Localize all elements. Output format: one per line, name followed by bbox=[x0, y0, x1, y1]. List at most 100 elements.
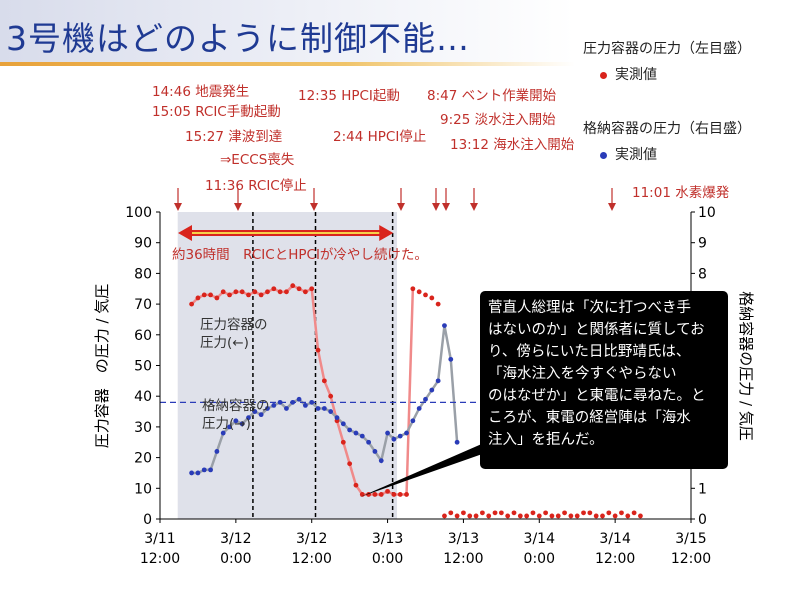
rpv-data-point bbox=[517, 513, 523, 519]
rpv-data-point bbox=[498, 510, 504, 516]
x-tick-time: 12:00 bbox=[671, 551, 711, 567]
annotation-hydrogen-explosion: 11:01 水素爆発 bbox=[632, 185, 730, 201]
pcv-inline-label: 格納容器の圧力(→) bbox=[202, 397, 270, 432]
y-axis-label: 圧力容器 の圧力 / 気圧 bbox=[93, 284, 111, 449]
event-arrow-head bbox=[310, 203, 318, 211]
rpv-data-point bbox=[524, 513, 530, 519]
pcv-data-point bbox=[340, 421, 346, 427]
annotation-freshwater: 9:25 淡水注入開始 bbox=[440, 112, 556, 128]
pcv-data-point bbox=[208, 467, 213, 473]
pcv-data-point bbox=[252, 409, 258, 414]
rpv-data-point bbox=[290, 283, 296, 289]
y2-tick-label: 0 bbox=[698, 512, 707, 528]
y-tick-label: 90 bbox=[134, 236, 152, 252]
y-tick-label: 50 bbox=[134, 359, 152, 375]
callout-box: 菅直人総理は「次に打つべき手 はないのか」と関係者に質しており、傍らにいた日比野… bbox=[480, 291, 728, 469]
x-tick-date: 3/14 bbox=[524, 531, 556, 547]
rpv-data-point bbox=[435, 301, 441, 307]
rpv-data-point bbox=[461, 510, 466, 516]
pcv-data-point bbox=[454, 439, 460, 445]
annotation-rcic-stop: 11:36 RCIC停止 bbox=[205, 178, 307, 194]
event-arrow-head bbox=[397, 203, 405, 211]
pcv-data-point bbox=[258, 412, 264, 418]
rpv-data-point bbox=[233, 289, 239, 295]
x-tick-time: 0:00 bbox=[524, 551, 555, 567]
rpv-data-point bbox=[619, 510, 624, 516]
rpv-data-point bbox=[309, 286, 315, 292]
rpv-data-point bbox=[271, 286, 277, 292]
annotation-eccs-loss: ⇒ECCS喪失 bbox=[220, 152, 295, 168]
page-title: 3号機はどのように制御不能… bbox=[6, 19, 470, 58]
pcv-data-point bbox=[359, 433, 365, 439]
x-tick-time: 12:00 bbox=[140, 551, 180, 567]
rpv-data-point bbox=[385, 488, 390, 494]
legend-right-item: 実測値 bbox=[600, 144, 657, 164]
pcv-data-point bbox=[246, 415, 251, 421]
rpv-data-point bbox=[479, 510, 485, 516]
rpv-data-point bbox=[410, 286, 416, 292]
shaded-period bbox=[177, 212, 398, 519]
pcv-data-point bbox=[315, 406, 321, 411]
annotation-rcic-start: 15:05 RCIC手動起動 bbox=[152, 104, 281, 120]
event-arrow-head bbox=[234, 203, 242, 211]
pcv-data-point bbox=[239, 421, 245, 427]
rpv-data-point bbox=[448, 510, 454, 516]
pcv-data-point bbox=[347, 427, 353, 433]
x-tick-time: 0:00 bbox=[372, 551, 403, 567]
annotation-hpci-start: 12:35 HPCI起動 bbox=[298, 88, 400, 104]
event-arrow-head bbox=[432, 203, 440, 211]
pcv-data-point bbox=[189, 470, 195, 476]
x-tick-time: 12:00 bbox=[595, 551, 635, 567]
legend-right-label: 実測値 bbox=[615, 147, 657, 163]
pcv-data-point bbox=[416, 406, 422, 411]
rpv-data-point bbox=[227, 292, 232, 298]
pcv-data-point bbox=[378, 458, 384, 464]
rpv-data-point bbox=[486, 513, 492, 519]
title-underline bbox=[0, 62, 575, 66]
callout-text: 菅直人総理は「次に打つべき手 はないのか」と関係者に質しており、傍らにいた日比野… bbox=[488, 300, 706, 448]
y-tick-label: 10 bbox=[134, 481, 152, 497]
pcv-data-point bbox=[265, 406, 270, 411]
rpv-data-point bbox=[612, 513, 618, 519]
rpv-data-point bbox=[195, 295, 201, 301]
pcv-data-point bbox=[271, 403, 277, 408]
pcv-data-point bbox=[391, 436, 397, 442]
rpv-data-point bbox=[492, 510, 498, 516]
rpv-data-point bbox=[328, 393, 334, 399]
y-tick-label: 60 bbox=[134, 328, 152, 344]
rpv-data-point bbox=[505, 513, 511, 519]
pcv-data-point bbox=[321, 406, 327, 411]
rpv-data-point bbox=[549, 513, 555, 519]
rpv-data-point bbox=[252, 289, 258, 295]
rpv-data-point bbox=[315, 347, 321, 353]
pcv-data-point bbox=[334, 415, 340, 421]
event-arrow-head bbox=[608, 203, 616, 211]
rpv-data-point bbox=[214, 295, 220, 301]
rpv-data-point bbox=[321, 378, 327, 384]
y2-tick-label: 1 bbox=[698, 481, 707, 497]
rpv-data-point bbox=[189, 301, 195, 307]
pcv-data-point bbox=[410, 418, 416, 424]
pcv-data-point bbox=[233, 418, 239, 424]
y-tick-label: 40 bbox=[134, 389, 152, 405]
rpv-data-point bbox=[201, 292, 207, 298]
y-tick-label: 70 bbox=[134, 297, 152, 313]
pcv-data-point bbox=[309, 399, 315, 405]
rpv-data-point bbox=[562, 510, 567, 516]
rpv-data-point bbox=[302, 289, 308, 295]
rpv-data-point bbox=[442, 513, 447, 519]
pcv-data-point bbox=[290, 399, 296, 405]
y2-axis-label: 格納容器の圧力 / 気圧 bbox=[737, 291, 755, 441]
rpv-data-point bbox=[574, 513, 580, 519]
rpv-data-point bbox=[555, 513, 561, 519]
legend-left-label: 実測値 bbox=[615, 67, 657, 83]
rpv-data-point bbox=[467, 513, 473, 519]
title-band bbox=[0, 0, 575, 66]
annotation-tsunami: 15:27 津波到達 bbox=[185, 129, 283, 145]
rpv-data-point bbox=[220, 289, 226, 295]
rpv-data-point bbox=[277, 289, 283, 295]
x-tick-date: 3/13 bbox=[372, 531, 403, 547]
x-tick-date: 3/11 bbox=[144, 531, 175, 547]
x-tick-date: 3/12 bbox=[220, 531, 251, 547]
